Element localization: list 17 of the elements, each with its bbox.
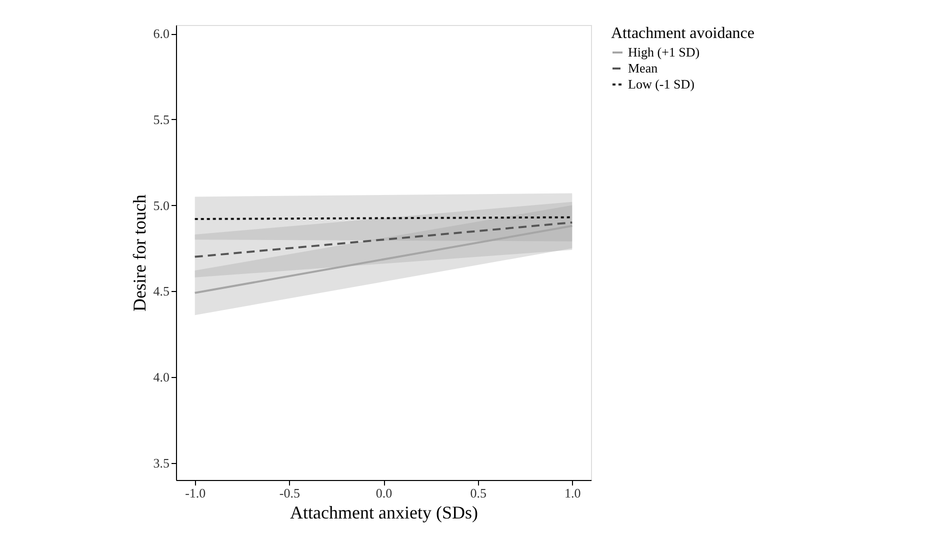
legend-label: Low (-1 SD) (628, 76, 694, 92)
x-axis-title: Attachment anxiety (SDs) (290, 502, 478, 522)
y-tick-label: 6.0 (153, 26, 170, 42)
x-tick-label: 0.0 (376, 486, 392, 500)
x-tick-label: 0.5 (470, 486, 486, 500)
legend-title: Attachment avoidance (611, 25, 754, 42)
x-tick-label: -1.0 (185, 486, 206, 500)
y-tick-label: 5.0 (153, 198, 170, 213)
x-tick-label: 1.0 (564, 486, 581, 500)
x-tick-label: -0.5 (279, 486, 300, 500)
y-tick-label: 4.0 (153, 369, 170, 384)
y-tick-label: 4.5 (153, 284, 170, 299)
y-axis-title: Desire for touch (129, 194, 150, 312)
y-tick-label: 5.5 (153, 112, 170, 127)
y-tick-label: 3.5 (153, 455, 170, 470)
legend-label: Mean (628, 60, 658, 76)
legend-label: High (+1 SD) (628, 44, 700, 60)
